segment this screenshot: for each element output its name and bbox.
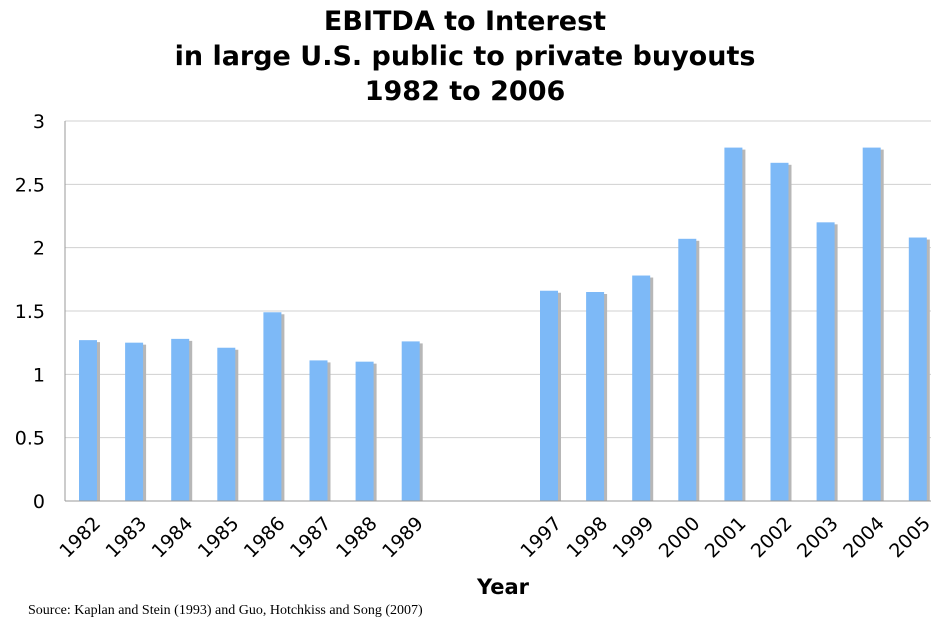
- bar-1999: [632, 275, 651, 501]
- x-tick-label-2005: 2005: [885, 513, 931, 563]
- bar-2004: [862, 147, 881, 501]
- x-tick-label-1986: 1986: [240, 513, 290, 563]
- x-tick-label-1985: 1985: [194, 513, 244, 563]
- source-note: Source: Kaplan and Stein (1993) and Guo,…: [28, 603, 423, 618]
- x-tick-label-1997: 1997: [516, 513, 566, 563]
- x-tick-label-2004: 2004: [839, 513, 889, 563]
- bar-1987: [309, 360, 328, 501]
- bar-1989: [401, 341, 420, 501]
- bars: [79, 147, 930, 502]
- bar-1998: [586, 292, 605, 501]
- y-tick-label: 0.5: [15, 428, 45, 450]
- y-tick-label: 1: [33, 364, 45, 386]
- bar-1982: [79, 340, 97, 501]
- y-tick-label: 3: [33, 111, 45, 133]
- x-tick-label-1989: 1989: [378, 513, 428, 563]
- y-tick-label: 0: [33, 491, 45, 513]
- bar-1985: [217, 347, 236, 501]
- bar-1988: [355, 361, 374, 501]
- bar-2001: [724, 147, 743, 501]
- bar-2000: [678, 238, 697, 502]
- x-tick-label-2002: 2002: [747, 513, 797, 563]
- x-tick-label-1983: 1983: [101, 513, 151, 563]
- grid: [65, 120, 931, 439]
- chart-title-line-2: in large U.S. public to private buyouts: [175, 41, 756, 72]
- bar-1984: [171, 338, 190, 501]
- chart-title: EBITDA to Interest in large U.S. public …: [175, 6, 756, 107]
- x-tick-label-1988: 1988: [332, 513, 382, 563]
- bar-1997: [540, 290, 558, 501]
- x-tick-label-2000: 2000: [655, 513, 705, 563]
- y-tick-label: 2: [33, 238, 45, 260]
- x-axis-title: Year: [476, 575, 530, 599]
- chart-title-line-3: 1982 to 2006: [365, 76, 566, 107]
- bar-2002: [770, 162, 789, 502]
- y-tick-label: 1.5: [15, 301, 45, 323]
- x-tick-label-2001: 2001: [701, 513, 751, 563]
- chart-title-line-1: EBITDA to Interest: [324, 6, 606, 37]
- x-tick-label-1998: 1998: [562, 513, 612, 563]
- x-tick-label-1984: 1984: [148, 513, 198, 563]
- bar-2003: [816, 222, 835, 502]
- x-tick-label-2003: 2003: [793, 513, 843, 563]
- bar-1986: [263, 312, 282, 501]
- bar-1983: [125, 342, 144, 501]
- y-axis-ticks: 0 0.5 1 1.5 2 2.5 3: [15, 111, 45, 513]
- x-tick-label-1999: 1999: [609, 513, 659, 563]
- bar-2005: [908, 237, 927, 502]
- x-tick-label-1982: 1982: [55, 513, 105, 563]
- y-tick-label: 2.5: [15, 174, 45, 196]
- x-tick-label-1987: 1987: [286, 513, 336, 563]
